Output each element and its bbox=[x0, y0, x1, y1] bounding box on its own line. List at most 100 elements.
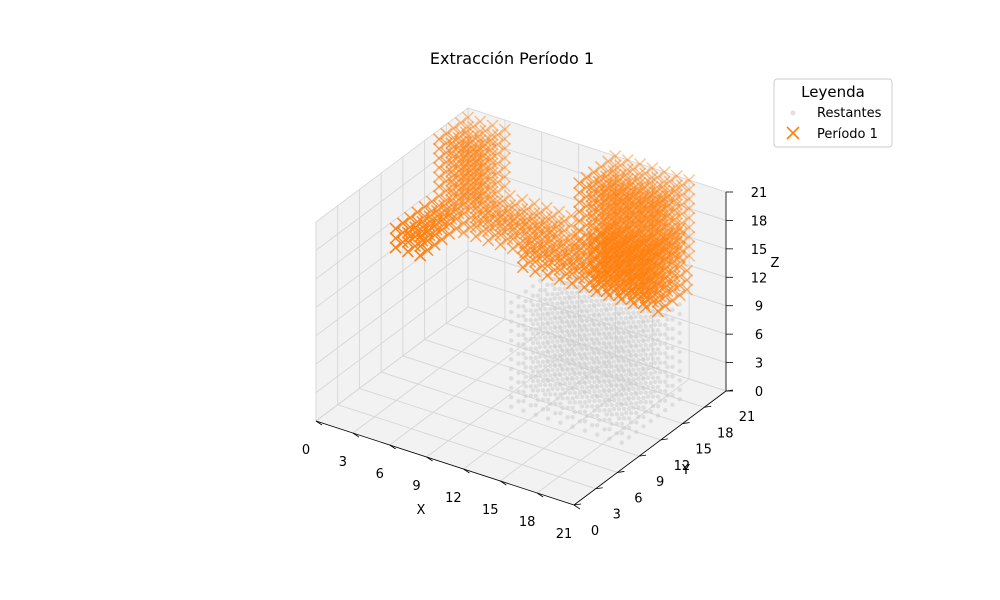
point-restantes bbox=[555, 292, 560, 297]
point-periodo-1-stroke bbox=[452, 179, 465, 192]
point-periodo-1-stroke bbox=[627, 297, 640, 310]
point-periodo-1-stroke bbox=[592, 213, 605, 226]
point-restantes bbox=[592, 398, 597, 404]
point-periodo-1 bbox=[484, 162, 497, 175]
y-tick bbox=[595, 487, 603, 490]
point-periodo-1 bbox=[651, 257, 665, 270]
point-periodo-1-stroke bbox=[607, 270, 620, 283]
point-restantes bbox=[565, 320, 570, 325]
point-periodo-1-stroke bbox=[673, 232, 686, 245]
point-restantes bbox=[555, 386, 560, 392]
point-periodo-1-stroke bbox=[524, 246, 537, 259]
point-restantes bbox=[579, 300, 585, 305]
point-restantes bbox=[638, 362, 643, 367]
point-restantes bbox=[570, 377, 575, 382]
point-periodo-1 bbox=[592, 204, 605, 217]
point-restantes bbox=[643, 314, 648, 319]
legend: Leyenda Restantes Período 1 bbox=[773, 78, 893, 148]
point-periodo-1 bbox=[588, 281, 601, 294]
point-restantes bbox=[665, 374, 670, 379]
point-periodo-1-stroke bbox=[498, 132, 511, 145]
point-restantes bbox=[574, 347, 580, 352]
point-periodo-1 bbox=[600, 247, 613, 260]
point-periodo-1-stroke bbox=[615, 226, 628, 240]
point-restantes bbox=[624, 382, 629, 387]
point-restantes bbox=[597, 398, 602, 404]
point-restantes bbox=[626, 387, 632, 393]
point-restantes bbox=[592, 304, 597, 309]
point-periodo-1-stroke bbox=[541, 259, 554, 272]
point-restantes bbox=[606, 302, 612, 307]
point-periodo-1 bbox=[491, 176, 504, 189]
point-periodo-1 bbox=[644, 291, 657, 304]
point-periodo-1-stroke bbox=[469, 154, 482, 167]
point-restantes bbox=[545, 331, 551, 336]
point-periodo-1-stroke bbox=[573, 205, 586, 218]
point-restantes bbox=[641, 357, 646, 363]
point-periodo-1 bbox=[421, 234, 434, 247]
point-periodo-1 bbox=[668, 184, 681, 197]
point-restantes bbox=[606, 312, 612, 317]
point-restantes bbox=[616, 330, 622, 336]
point-periodo-1-stroke bbox=[673, 260, 686, 273]
point-periodo-1 bbox=[482, 234, 495, 247]
point-restantes bbox=[636, 367, 641, 372]
point-periodo-1-stroke bbox=[469, 202, 482, 215]
point-periodo-1 bbox=[401, 226, 414, 239]
point-periodo-1 bbox=[673, 222, 686, 235]
point-periodo-1 bbox=[516, 261, 529, 274]
point-restantes bbox=[590, 337, 595, 343]
point-periodo-1-stroke bbox=[477, 196, 490, 209]
point-restantes bbox=[626, 425, 632, 430]
point-restantes bbox=[629, 316, 634, 321]
point-restantes bbox=[584, 298, 589, 304]
point-restantes bbox=[619, 412, 624, 417]
point-periodo-1-stroke bbox=[452, 169, 465, 182]
point-restantes bbox=[584, 318, 590, 324]
point-restantes bbox=[602, 379, 607, 385]
point-restantes bbox=[601, 302, 606, 308]
point-periodo-1 bbox=[620, 274, 633, 287]
point-periodo-1 bbox=[560, 258, 573, 271]
point-restantes bbox=[560, 367, 565, 373]
point-restantes bbox=[643, 333, 648, 338]
point-restantes bbox=[597, 408, 602, 413]
point-periodo-1 bbox=[607, 279, 620, 292]
point-periodo-1-stroke bbox=[498, 142, 511, 155]
point-restantes bbox=[559, 290, 565, 296]
point-restantes bbox=[631, 339, 636, 344]
point-restantes bbox=[533, 336, 538, 342]
point-periodo-1-stroke bbox=[565, 277, 579, 290]
point-restantes bbox=[516, 342, 521, 347]
point-restantes bbox=[533, 393, 538, 398]
point-periodo-1-stroke bbox=[621, 153, 634, 167]
point-periodo-1-stroke bbox=[411, 206, 424, 219]
point-periodo-1-stroke bbox=[683, 202, 696, 215]
point-periodo-1 bbox=[683, 183, 696, 196]
point-restantes bbox=[548, 363, 553, 369]
point-restantes bbox=[677, 378, 682, 383]
point-restantes bbox=[629, 420, 634, 425]
point-restantes bbox=[602, 332, 607, 337]
point-restantes bbox=[535, 378, 541, 384]
point-periodo-1 bbox=[498, 151, 511, 164]
point-periodo-1 bbox=[605, 208, 618, 221]
point-periodo-1-stroke bbox=[457, 160, 470, 173]
point-periodo-1 bbox=[587, 166, 600, 179]
point-restantes bbox=[599, 355, 604, 360]
point-periodo-1 bbox=[536, 250, 549, 263]
point-periodo-1 bbox=[607, 164, 620, 177]
point-periodo-1-stroke bbox=[658, 165, 671, 179]
point-restantes bbox=[614, 374, 619, 379]
point-restantes bbox=[509, 395, 514, 400]
point-restantes bbox=[677, 397, 682, 402]
point-periodo-1 bbox=[573, 177, 586, 190]
point-periodo-1 bbox=[484, 143, 497, 156]
point-restantes bbox=[604, 402, 609, 408]
point-periodo-1-stroke bbox=[573, 262, 586, 275]
point-restantes bbox=[540, 312, 546, 317]
point-restantes bbox=[570, 320, 575, 325]
point-periodo-1 bbox=[625, 283, 638, 296]
point-restantes bbox=[638, 333, 643, 338]
point-periodo-1 bbox=[438, 199, 451, 212]
